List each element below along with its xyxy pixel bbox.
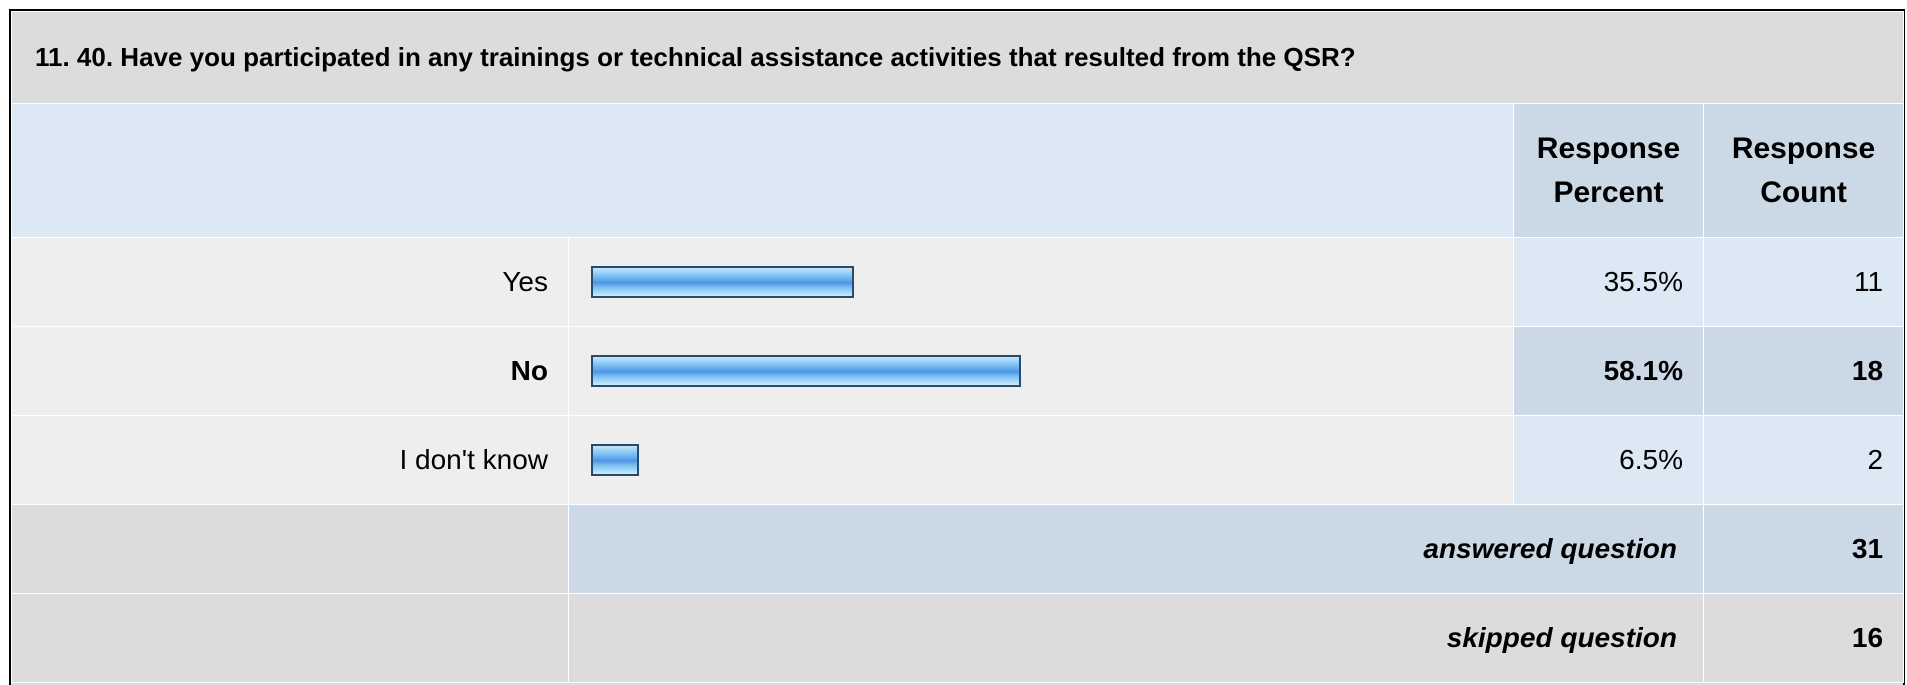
bar (591, 444, 639, 476)
answer-row: No 58.1% 18 (11, 326, 1905, 416)
bar-cell (568, 415, 1514, 505)
answered-question-label: answered question (568, 504, 1704, 594)
bar-cell (568, 237, 1514, 327)
skipped-question-label: skipped question (568, 593, 1704, 683)
response-count-header: Response Count (1702, 103, 1905, 238)
response-count: 18 (1702, 326, 1905, 416)
summary-blank (11, 504, 569, 594)
response-count: 2 (1702, 415, 1905, 505)
skipped-question-count: 16 (1702, 593, 1905, 683)
answer-label: Yes (11, 237, 569, 327)
response-percent-header: Response Percent (1513, 103, 1704, 238)
answer-row: Yes 35.5% 11 (11, 237, 1905, 327)
response-percent: 58.1% (1513, 326, 1704, 416)
response-percent: 6.5% (1513, 415, 1704, 505)
response-percent: 35.5% (1513, 237, 1704, 327)
answer-label: No (11, 326, 569, 416)
header-blank (11, 103, 1514, 238)
summary-blank (11, 593, 569, 683)
skipped-row: skipped question 16 (11, 593, 1905, 683)
response-count: 11 (1702, 237, 1905, 327)
answer-label: I don't know (11, 415, 569, 505)
question-title: 11. 40. Have you participated in any tra… (10, 11, 1905, 104)
answered-row: answered question 31 (11, 504, 1905, 594)
bar (591, 266, 854, 298)
bar (591, 355, 1021, 387)
bar-cell (568, 326, 1514, 416)
answer-row: I don't know 6.5% 2 (11, 415, 1905, 505)
answered-question-count: 31 (1702, 504, 1905, 594)
survey-question-table: 11. 40. Have you participated in any tra… (9, 9, 1905, 685)
